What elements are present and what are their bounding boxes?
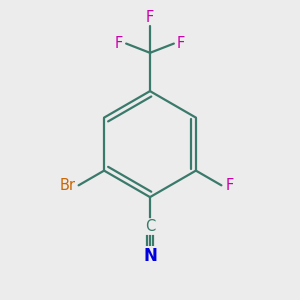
Text: F: F [226,178,234,193]
Text: N: N [143,247,157,265]
Text: F: F [146,10,154,25]
Text: F: F [115,36,123,51]
Text: C: C [145,219,155,234]
Text: F: F [177,36,185,51]
Text: Br: Br [60,178,76,193]
